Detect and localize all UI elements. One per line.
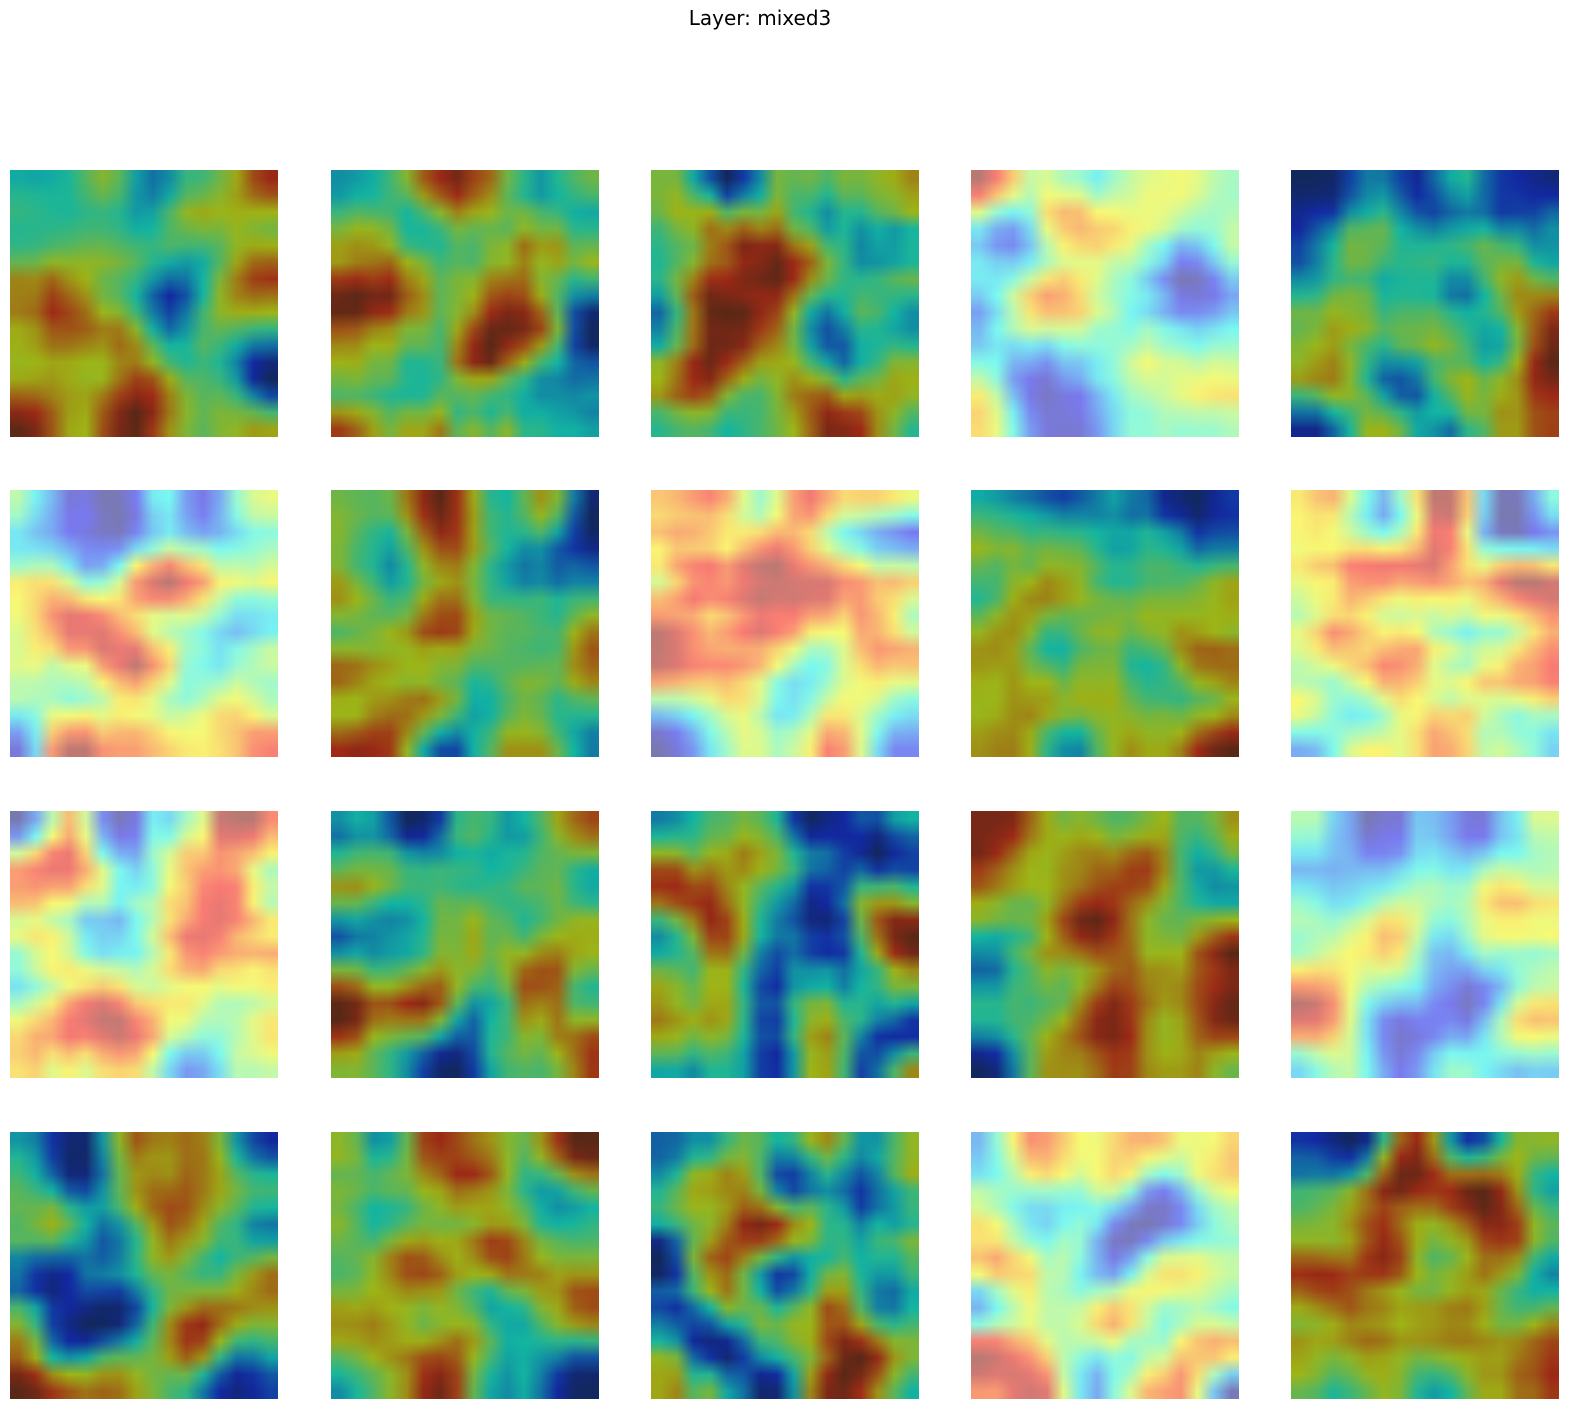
- heatmap-tile-r2c1: [10, 490, 278, 757]
- heatmap-image: [971, 811, 1239, 1078]
- heatmap-image: [10, 170, 278, 437]
- heatmap-tile-r1c3: [651, 170, 919, 437]
- heatmap-image: [331, 490, 599, 757]
- heatmap-tile-r3c1: [10, 811, 278, 1078]
- heatmap-tile-r1c5: [1291, 170, 1559, 437]
- heatmap-image: [10, 811, 278, 1078]
- heatmap-image: [1291, 1132, 1559, 1399]
- heatmap-image: [10, 1132, 278, 1399]
- heatmap-image: [331, 811, 599, 1078]
- heatmap-image: [651, 490, 919, 757]
- heatmap-image: [1291, 490, 1559, 757]
- heatmap-tile-r3c4: [971, 811, 1239, 1078]
- heatmap-tile-r1c4: [971, 170, 1239, 437]
- heatmap-tile-r4c2: [331, 1132, 599, 1399]
- heatmap-tile-r3c2: [331, 811, 599, 1078]
- heatmap-image: [331, 170, 599, 437]
- heatmap-tile-r4c5: [1291, 1132, 1559, 1399]
- figure-title: Layer: mixed3: [688, 6, 832, 30]
- heatmap-image: [971, 170, 1239, 437]
- heatmap-tile-r2c4: [971, 490, 1239, 757]
- heatmap-image: [971, 1132, 1239, 1399]
- heatmap-tile-r2c2: [331, 490, 599, 757]
- heatmap-tile-r3c3: [651, 811, 919, 1078]
- heatmap-image: [651, 1132, 919, 1399]
- heatmap-image: [331, 1132, 599, 1399]
- heatmap-tile-r1c1: [10, 170, 278, 437]
- heatmap-image: [1291, 811, 1559, 1078]
- heatmap-tile-r4c3: [651, 1132, 919, 1399]
- heatmap-image: [651, 811, 919, 1078]
- heatmap-image: [971, 490, 1239, 757]
- heatmap-tile-r4c4: [971, 1132, 1239, 1399]
- heatmap-tile-r4c1: [10, 1132, 278, 1399]
- heatmap-image: [10, 490, 278, 757]
- heatmap-tile-r3c5: [1291, 811, 1559, 1078]
- heatmap-tile-r2c5: [1291, 490, 1559, 757]
- heatmap-tile-r2c3: [651, 490, 919, 757]
- heatmap-tile-r1c2: [331, 170, 599, 437]
- heatmap-image: [651, 170, 919, 437]
- heatmap-image: [1291, 170, 1559, 437]
